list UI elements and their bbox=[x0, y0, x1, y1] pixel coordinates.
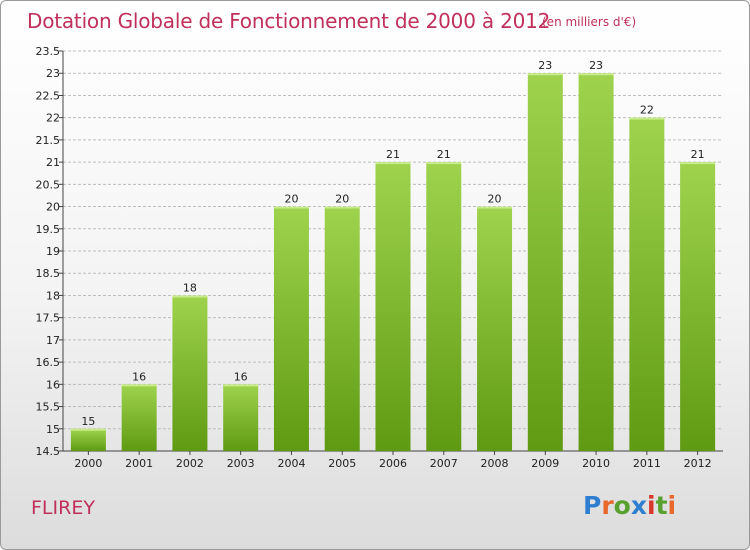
bar bbox=[223, 384, 259, 451]
y-tick-label: 22 bbox=[46, 112, 60, 125]
y-tick-label: 14.5 bbox=[36, 445, 61, 458]
data-label: 16 bbox=[234, 370, 248, 383]
data-label: 20 bbox=[284, 193, 298, 206]
y-tick-label: 21 bbox=[46, 156, 60, 169]
data-label: 20 bbox=[335, 193, 349, 206]
x-tick-label: 2001 bbox=[125, 457, 153, 470]
commune-name: FLIREY bbox=[31, 497, 95, 519]
data-label: 22 bbox=[640, 104, 654, 117]
y-tick-label: 16.5 bbox=[36, 356, 61, 369]
bar bbox=[680, 162, 716, 451]
bar bbox=[172, 295, 208, 451]
data-label: 20 bbox=[488, 193, 502, 206]
data-label: 23 bbox=[589, 59, 603, 72]
bar bbox=[629, 117, 665, 452]
x-tick-label: 2004 bbox=[277, 457, 305, 470]
y-tick-label: 17 bbox=[46, 334, 60, 347]
bar bbox=[273, 206, 309, 451]
x-tick-label: 2007 bbox=[430, 457, 458, 470]
bar bbox=[375, 162, 411, 451]
x-tick-label: 2000 bbox=[74, 457, 102, 470]
bar bbox=[527, 73, 563, 451]
bar bbox=[70, 428, 106, 451]
y-tick-label: 17.5 bbox=[36, 312, 61, 325]
y-tick-label: 19 bbox=[46, 245, 60, 258]
data-label: 21 bbox=[386, 148, 400, 161]
x-tick-label: 2011 bbox=[633, 457, 661, 470]
data-label: 23 bbox=[538, 59, 552, 72]
y-tick-label: 19.5 bbox=[36, 223, 61, 236]
y-tick-label: 15.5 bbox=[36, 401, 61, 414]
chart-unit: (en milliers d'€) bbox=[542, 15, 637, 29]
y-tick-label: 22.5 bbox=[36, 89, 61, 102]
y-tick-label: 16 bbox=[46, 378, 60, 391]
x-tick-label: 2012 bbox=[684, 457, 712, 470]
x-tick-label: 2005 bbox=[328, 457, 356, 470]
y-tick-label: 20 bbox=[46, 201, 60, 214]
x-tick-label: 2008 bbox=[481, 457, 509, 470]
x-tick-label: 2009 bbox=[531, 457, 559, 470]
bar bbox=[121, 384, 157, 451]
bar bbox=[477, 206, 513, 451]
bar bbox=[426, 162, 462, 451]
data-label: 15 bbox=[81, 415, 95, 428]
bar bbox=[578, 73, 614, 451]
data-label: 21 bbox=[691, 148, 705, 161]
x-tick-label: 2006 bbox=[379, 457, 407, 470]
bar bbox=[324, 206, 360, 451]
x-tick-label: 2002 bbox=[176, 457, 204, 470]
proxiti-logo: Proxiti bbox=[583, 491, 677, 520]
y-tick-label: 23 bbox=[46, 67, 60, 80]
y-tick-label: 23.5 bbox=[36, 45, 61, 58]
data-label: 16 bbox=[132, 370, 146, 383]
chart-title: Dotation Globale de Fonctionnement de 20… bbox=[27, 9, 551, 33]
y-tick-label: 18.5 bbox=[36, 267, 61, 280]
y-tick-label: 20.5 bbox=[36, 178, 61, 191]
data-label: 21 bbox=[437, 148, 451, 161]
y-tick-label: 15 bbox=[46, 423, 60, 436]
y-tick-label: 18 bbox=[46, 289, 60, 302]
data-label: 18 bbox=[183, 281, 197, 294]
x-tick-label: 2003 bbox=[227, 457, 255, 470]
y-tick-label: 21.5 bbox=[36, 134, 61, 147]
x-tick-label: 2010 bbox=[582, 457, 610, 470]
